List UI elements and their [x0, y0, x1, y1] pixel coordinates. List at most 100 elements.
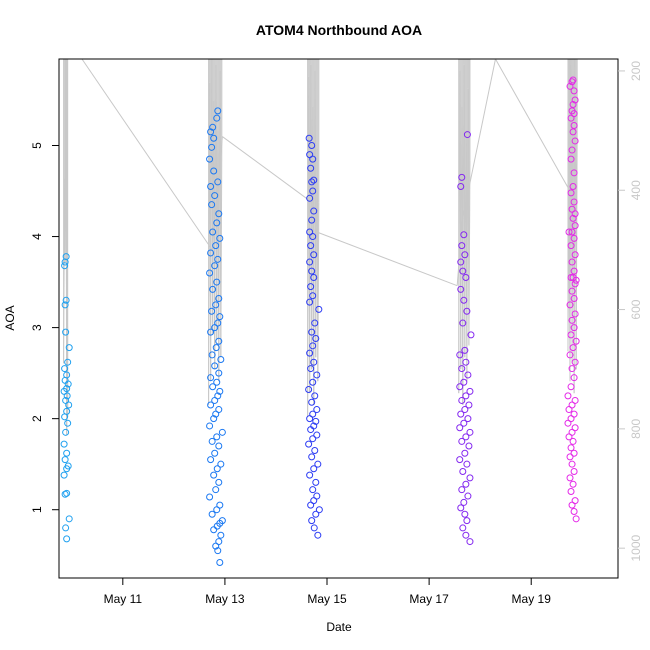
aoa-point: [64, 419, 72, 427]
aoa-point: [215, 442, 223, 450]
aoa-point: [570, 198, 578, 206]
aoa-point: [569, 437, 577, 445]
aoa-point: [462, 433, 470, 441]
aoa-point: [572, 337, 580, 345]
aoa-point: [310, 176, 318, 184]
aoa-point: [61, 365, 69, 373]
trend-line-segment: [495, 58, 570, 191]
aoa-point: [460, 419, 468, 427]
aoa-point: [212, 486, 220, 494]
aoa-point: [464, 492, 472, 500]
aoa-point: [218, 428, 226, 436]
aoa-point: [308, 216, 316, 224]
aoa-point: [217, 531, 225, 539]
aoa-point: [567, 242, 575, 250]
aoa-point: [212, 344, 220, 352]
aoa-point: [215, 406, 223, 414]
aoa-point: [308, 328, 316, 336]
aoa-point: [458, 242, 466, 250]
aoa-point: [307, 283, 315, 291]
aoa-point: [312, 417, 320, 425]
aoa-point: [568, 287, 576, 295]
aoa-point: [571, 222, 579, 230]
aoa-point: [210, 471, 218, 479]
trend-layer: [81, 58, 570, 287]
right-axis-tick-label: 1000: [629, 535, 643, 562]
aoa-point: [208, 351, 216, 359]
aoa-point: [307, 242, 315, 250]
aoa-point: [466, 428, 474, 436]
aoa-point: [211, 362, 219, 370]
aoa-point: [571, 280, 579, 288]
aoa-point: [213, 278, 221, 286]
aoa-point: [567, 444, 575, 452]
aoa-point: [570, 324, 578, 332]
aoa-point: [312, 510, 320, 518]
y-tick-label: 2: [30, 415, 44, 422]
aoa-point: [215, 294, 223, 302]
aoa-point: [310, 358, 318, 366]
aoa-point: [313, 431, 321, 439]
aoa-point: [216, 501, 224, 509]
aoa-point: [63, 385, 71, 393]
aoa-point: [305, 134, 313, 142]
trend-line-segment: [456, 220, 463, 286]
right-axis-tick-label: 400: [629, 180, 643, 200]
aoa-point: [463, 307, 471, 315]
points-layer: [60, 76, 580, 567]
axes-layer: 1 2 3 4 5 May 11 May 13 May 15 May 17 May 19 200 40…: [30, 58, 643, 606]
aoa-point: [215, 478, 223, 486]
aoa-point: [65, 344, 73, 352]
aoa-point: [567, 189, 575, 197]
aoa-point: [463, 517, 471, 525]
aoa-point: [314, 460, 322, 468]
aoa-point: [461, 251, 469, 259]
aoa-point: [462, 274, 470, 282]
aoa-point: [571, 396, 579, 404]
x-tick-label: May 19: [512, 592, 552, 606]
right-axis-tick-label: 800: [629, 419, 643, 439]
right-axis-tick-label: 600: [629, 299, 643, 319]
y-tick-label: 1: [30, 506, 44, 513]
aoa-point: [211, 192, 219, 200]
aoa-point: [570, 467, 578, 475]
aoa-point: [62, 253, 70, 261]
aoa-point: [64, 462, 72, 470]
aoa-point: [306, 298, 314, 306]
aoa-point: [461, 406, 469, 414]
aoa-point: [215, 538, 223, 546]
aoa-point: [212, 242, 220, 250]
aoa-point: [211, 262, 219, 270]
aoa-point: [571, 137, 579, 145]
aoa-point: [208, 307, 216, 315]
aoa-point: [571, 96, 579, 104]
aoa-point: [214, 319, 222, 327]
aoa-point: [568, 146, 576, 154]
aoa-point: [570, 449, 578, 457]
envelope-segment: [220, 136, 223, 358]
envelope-segment: [468, 160, 471, 346]
aoa-point: [571, 251, 579, 259]
aoa-point: [309, 292, 317, 300]
aoa-point: [458, 437, 466, 445]
aoa-point: [312, 478, 320, 486]
aoa-point: [206, 422, 214, 430]
aoa-point: [216, 313, 224, 321]
aoa-point: [460, 231, 468, 239]
aoa-point: [571, 497, 579, 505]
aoa-point: [569, 274, 577, 282]
aoa-point: [305, 386, 313, 394]
aoa-point: [213, 465, 221, 473]
aoa-point: [305, 440, 313, 448]
aoa-point: [462, 531, 470, 539]
y-tick-label: 5: [30, 142, 44, 149]
aoa-point: [456, 351, 464, 359]
aoa-point: [564, 392, 572, 400]
aoa-point: [308, 267, 316, 275]
envelope-segment: [317, 202, 320, 382]
aoa-point: [215, 337, 223, 345]
aoa-point: [570, 294, 578, 302]
aoa-point: [456, 456, 464, 464]
aoa-point: [312, 335, 320, 343]
aoa-point: [313, 371, 321, 379]
